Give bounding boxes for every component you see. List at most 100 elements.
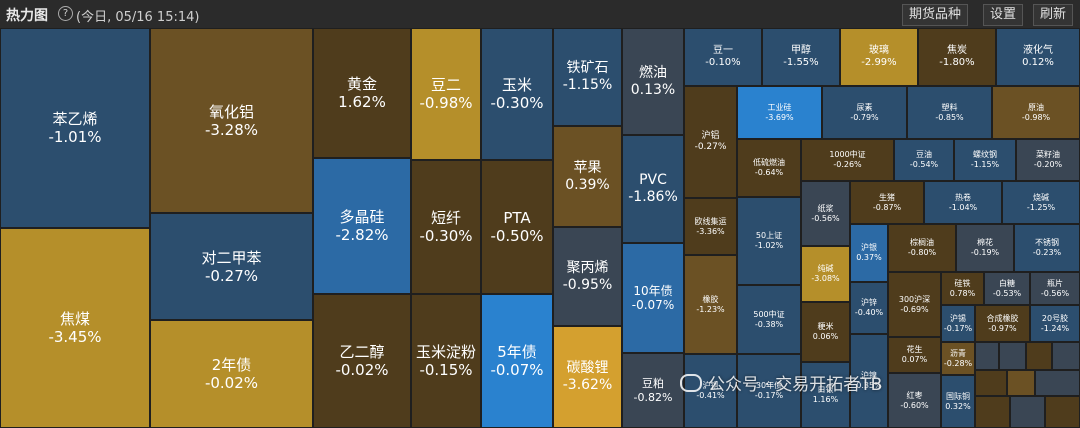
heatmap-tile[interactable]: 硅铁 0.78%	[941, 272, 984, 305]
heatmap-tile[interactable]: 聚丙烯 -0.95%	[553, 227, 622, 326]
heatmap-tile[interactable]: 红枣 -0.60%	[888, 373, 941, 428]
heatmap-tile[interactable]: 玉米 -0.30%	[481, 28, 553, 160]
heatmap-tile[interactable]: 纸浆 -0.56%	[801, 181, 850, 246]
heatmap-tile[interactable]: 铁矿石 -1.15%	[553, 28, 622, 126]
heatmap-tile-small[interactable]	[1010, 396, 1045, 428]
heatmap-tile[interactable]: 10年债 -0.07%	[622, 243, 684, 353]
tile-name: 棉花	[977, 238, 993, 248]
heatmap-tile[interactable]: 沥青 -0.28%	[941, 342, 975, 375]
heatmap-tile[interactable]: 棕榈油 -0.80%	[888, 224, 956, 272]
heatmap-tile[interactable]: 螺纹钢 -1.15%	[954, 139, 1016, 181]
tile-change: -0.40%	[854, 308, 884, 317]
heatmap-tile[interactable]: 低硫燃油 -0.64%	[737, 139, 801, 197]
heatmap-tile[interactable]: 豆二 -0.98%	[411, 28, 481, 160]
heatmap-tile[interactable]: 甲醇 -1.55%	[762, 28, 840, 86]
heatmap-tile[interactable]: 国际铜 0.32%	[941, 375, 975, 428]
heatmap-tile[interactable]: 2年债 -0.02%	[150, 320, 313, 428]
tile-name: 苹果	[573, 159, 602, 176]
tile-name: 黄金	[346, 75, 377, 93]
heatmap-tile-small[interactable]	[999, 342, 1026, 370]
heatmap-tile[interactable]: 瓶片 -0.56%	[1030, 272, 1080, 305]
heatmap-tile[interactable]: 液化气 0.12%	[996, 28, 1080, 86]
heatmap-tile[interactable]: 尿素 -0.79%	[822, 86, 907, 139]
heatmap-tile-small[interactable]	[1052, 342, 1080, 370]
heatmap-tile[interactable]: 300沪深 -0.69%	[888, 272, 941, 337]
heatmap-tile[interactable]: 苹果 0.39%	[553, 126, 622, 227]
heatmap-tile[interactable]: 玉米淀粉 -0.15%	[411, 294, 481, 428]
heatmap-tile-small[interactable]	[1045, 396, 1080, 428]
heatmap-tile[interactable]: 沪铝 -0.27%	[684, 86, 737, 198]
tile-change: 0.12%	[1022, 57, 1054, 68]
heatmap-tile[interactable]: 白糖 -0.53%	[984, 272, 1030, 305]
heatmap-tile[interactable]: 豆粕 -0.82%	[622, 353, 684, 428]
heatmap-tile[interactable]: 20号胶 -1.24%	[1030, 305, 1080, 342]
heatmap-tile[interactable]: 沪镍 0.35%	[850, 334, 888, 428]
heatmap-tile[interactable]: 5年债 -0.07%	[481, 294, 553, 428]
tile-change: -0.97%	[988, 323, 1017, 333]
heatmap-tile-small[interactable]	[1035, 370, 1080, 396]
heatmap-tile[interactable]: 棉花 -0.19%	[956, 224, 1014, 272]
heatmap-tile[interactable]: 原油 -0.98%	[992, 86, 1080, 139]
heatmap-tile[interactable]: 焦炭 -1.80%	[918, 28, 996, 86]
heatmap-tile[interactable]: 多晶硅 -2.82%	[313, 158, 411, 294]
heatmap-tile-small[interactable]	[975, 342, 999, 370]
tile-name: 花生	[906, 345, 923, 355]
heatmap-tile-small[interactable]	[1026, 342, 1052, 370]
tile-name: 焦煤	[59, 310, 90, 328]
heatmap-tile-small[interactable]	[975, 396, 1010, 428]
heatmap-tile[interactable]: 豆油 -0.54%	[894, 139, 954, 181]
tile-change: -1.23%	[696, 304, 725, 314]
heatmap-tile[interactable]: 碳酸锂 -3.62%	[553, 326, 622, 428]
heatmap-tile[interactable]: 500中证 -0.38%	[737, 285, 801, 354]
settings-button[interactable]: 设置	[983, 4, 1024, 26]
tile-name: 10年债	[633, 283, 673, 298]
tile-change: -0.02%	[335, 361, 389, 379]
tile-name: 玉米淀粉	[415, 343, 476, 361]
tile-name: 沪银	[861, 243, 877, 253]
heatmap-tile[interactable]: 粳米 0.06%	[801, 302, 850, 362]
heatmap-tile[interactable]: 燃油 0.13%	[622, 28, 684, 135]
heatmap-tile[interactable]: 玻璃 -2.99%	[840, 28, 918, 86]
heatmap-tile[interactable]: 烧碱 -1.25%	[1002, 181, 1080, 224]
heatmap-tile[interactable]: 沪锌 -0.40%	[850, 282, 888, 334]
heatmap-tile[interactable]: PVC -1.86%	[622, 135, 684, 243]
heatmap-tile[interactable]: PTA -0.50%	[481, 160, 553, 294]
tile-change: -0.87%	[872, 202, 902, 212]
heatmap-tile[interactable]: 合成橡胶 -0.97%	[975, 305, 1030, 342]
heatmap-tile[interactable]: 30年债 -0.17%	[737, 354, 801, 428]
heatmap-tile[interactable]: 工业硅 -3.69%	[737, 86, 822, 139]
heatmap-tile[interactable]: 生猪 -0.87%	[850, 181, 924, 224]
heatmap-tile[interactable]: 沪银 0.37%	[850, 224, 888, 282]
heatmap-tile[interactable]: 黄金 1.62%	[313, 28, 411, 158]
tile-name: 纸浆	[817, 203, 834, 213]
heatmap-tile[interactable]: 焦煤 -3.45%	[0, 228, 150, 428]
tile-change: -0.10%	[705, 57, 741, 68]
futures-variety-button[interactable]: 期货品种	[902, 4, 969, 26]
heatmap-tile[interactable]: 塑料 -0.85%	[907, 86, 992, 139]
heatmap-tile[interactable]: 欧线集运 -3.36%	[684, 198, 737, 255]
heatmap-tile[interactable]: 纯碱 -3.08%	[801, 246, 850, 302]
heatmap-tile-small[interactable]	[1007, 370, 1035, 396]
heatmap-tile[interactable]: 花生 0.07%	[888, 337, 941, 373]
heatmap-tile[interactable]: 热卷 -1.04%	[924, 181, 1002, 224]
heatmap-tile[interactable]: 苯乙烯 -1.01%	[0, 28, 150, 228]
heatmap-tile[interactable]: 橡胶 -1.23%	[684, 255, 737, 354]
heatmap-tile[interactable]: 乙二醇 -0.02%	[313, 294, 411, 428]
tile-change: -0.20%	[1033, 160, 1063, 169]
heatmap-tile[interactable]: 不锈钢 -0.23%	[1014, 224, 1080, 272]
help-icon[interactable]: ?	[58, 6, 73, 21]
heatmap-tile[interactable]: 1000中证 -0.26%	[801, 139, 894, 181]
heatmap-tile-small[interactable]	[975, 370, 1007, 396]
tile-name: 螺纹钢	[973, 150, 997, 160]
heatmap-tile[interactable]: 沪锡 -0.17%	[941, 305, 975, 342]
refresh-button[interactable]: 刷新	[1033, 4, 1074, 26]
heatmap-tile[interactable]: 50上证 -1.02%	[737, 197, 801, 285]
heatmap-tile[interactable]: 对二甲苯 -0.27%	[150, 213, 313, 320]
tile-name: 聚丙烯	[566, 259, 609, 276]
tile-name: 红枣	[906, 390, 923, 400]
heatmap-tile[interactable]: 豆一 -0.10%	[684, 28, 762, 86]
heatmap-tile[interactable]: 氧化铝 -3.28%	[150, 28, 313, 213]
heatmap-tile[interactable]: 菜籽油 -0.20%	[1016, 139, 1080, 181]
tile-name: 沪镍	[861, 371, 877, 381]
heatmap-tile[interactable]: 短纤 -0.30%	[411, 160, 481, 294]
